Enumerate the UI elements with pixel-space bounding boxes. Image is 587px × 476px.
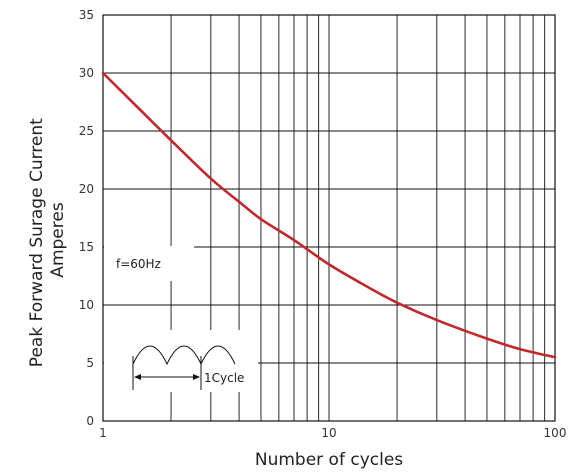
x-axis-title: Number of cycles [255, 450, 403, 470]
y-axis-title-line-2: Amperes [48, 202, 68, 278]
y-tick-label: 20 [79, 182, 94, 196]
y-tick-label: 0 [86, 414, 94, 428]
y-tick-label: 25 [79, 124, 94, 138]
cycle-arrow-left [134, 374, 141, 380]
y-tick-label: 10 [79, 298, 94, 312]
y-tick-label: 30 [79, 66, 94, 80]
x-axis-ticks: 1 10 100 [99, 426, 566, 440]
x-tick-label: 1 [99, 426, 107, 440]
frequency-note: f=60Hz [116, 257, 161, 271]
y-tick-label: 35 [79, 8, 94, 22]
y-axis-title: Peak Forward Surage Current Amperes [27, 113, 68, 367]
surge-current-line [101, 71, 557, 359]
waveform-inset: f=60Hz 1Cycle [104, 246, 258, 392]
x-tick-label: 10 [321, 426, 336, 440]
x-tick-label: 100 [544, 426, 567, 440]
rectified-waveform [132, 345, 236, 366]
grid [103, 15, 555, 421]
cycle-label: 1Cycle [204, 371, 244, 385]
plot-frame [102, 14, 556, 422]
frequency-note-background [104, 246, 194, 281]
y-axis-title-line-1: Peak Forward Surage Current [27, 118, 47, 367]
cycle-arrow-right [193, 374, 200, 380]
y-tick-label: 15 [79, 240, 94, 254]
y-tick-label: 5 [86, 356, 94, 370]
y-axis-ticks: 0 5 10 15 20 25 30 35 [79, 8, 94, 428]
waveform-inset-background [104, 330, 258, 392]
